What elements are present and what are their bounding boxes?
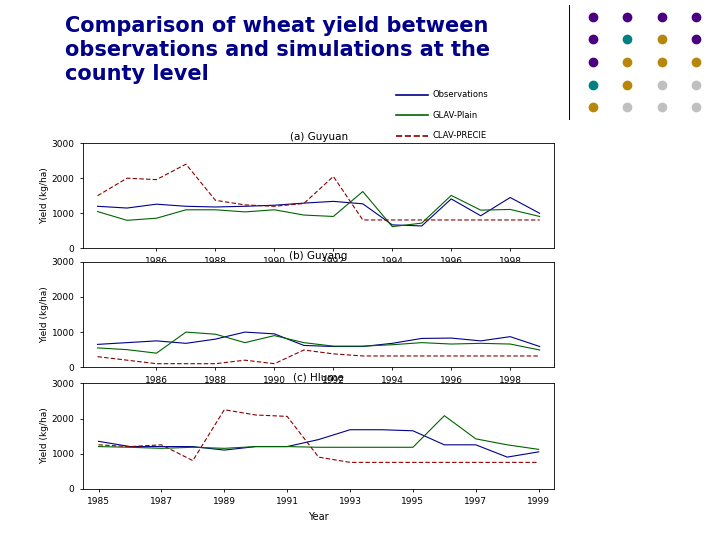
Title: (a) Guyuan: (a) Guyuan: [289, 132, 348, 143]
Text: Observations: Observations: [432, 90, 487, 99]
Y-axis label: Yield (kg/ha): Yield (kg/ha): [40, 167, 49, 224]
Title: (b) Guyang: (b) Guyang: [289, 251, 348, 261]
Text: Comparison of wheat yield between
observations and simulations at the
county lev: Comparison of wheat yield between observ…: [65, 16, 490, 84]
Y-axis label: Yield (kg/ha): Yield (kg/ha): [40, 286, 49, 343]
Y-axis label: Yield (kg/ha): Yield (kg/ha): [40, 408, 49, 464]
Text: CLAV-PRECIE: CLAV-PRECIE: [432, 131, 486, 140]
X-axis label: Year: Year: [308, 511, 329, 522]
Title: (c) Hlume: (c) Hlume: [293, 373, 344, 383]
Text: GLAV-Plain: GLAV-Plain: [432, 111, 477, 119]
